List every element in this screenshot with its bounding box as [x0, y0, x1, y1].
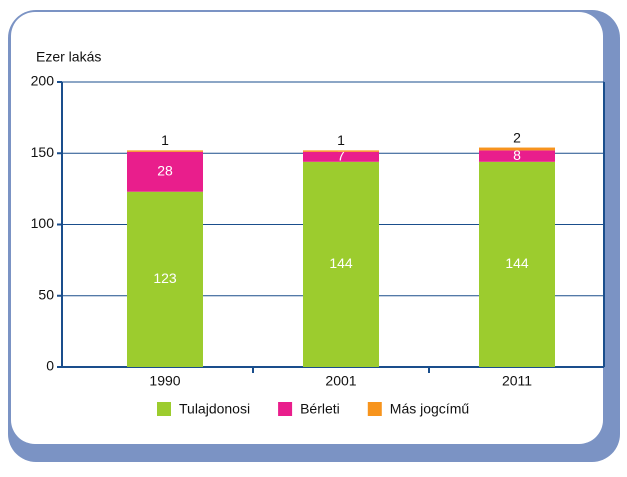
y-tick-label: 150	[31, 144, 55, 160]
data-label: 144	[505, 255, 529, 271]
data-label: 1	[337, 132, 345, 148]
legend-swatch	[367, 402, 382, 416]
x-tick-label: 2001	[325, 373, 356, 389]
data-label: 123	[153, 270, 177, 286]
data-label: 8	[513, 147, 521, 163]
bar-segment	[479, 147, 555, 151]
data-label: 1	[161, 132, 169, 148]
bar-segment	[303, 161, 379, 367]
bar-segment	[303, 151, 379, 162]
y-tick-label: 0	[46, 358, 54, 374]
x-tick-label: 1990	[149, 373, 180, 389]
data-label: 144	[329, 255, 353, 271]
bar-segment	[479, 150, 555, 162]
bar-segment	[127, 151, 203, 192]
data-label: 28	[157, 162, 173, 178]
bar-segment	[127, 150, 203, 152]
x-tick-label: 2011	[502, 373, 532, 389]
y-tick-label: 100	[31, 215, 55, 231]
legend-swatch	[157, 402, 171, 416]
bar-segment	[303, 150, 379, 152]
data-label: 2	[513, 129, 521, 145]
legend-label: Tulajdonosi	[179, 401, 250, 417]
y-tick-label: 200	[31, 73, 55, 89]
data-label: 7	[337, 148, 345, 164]
y-axis-label: Ezer lakás	[36, 49, 101, 65]
bar-segment	[127, 191, 203, 367]
legend-label: Más jogcímű	[390, 401, 470, 417]
bar-segment	[479, 161, 555, 367]
legend-swatch	[278, 402, 293, 416]
legend-label: Bérleti	[300, 401, 340, 417]
y-tick-label: 50	[38, 286, 54, 302]
